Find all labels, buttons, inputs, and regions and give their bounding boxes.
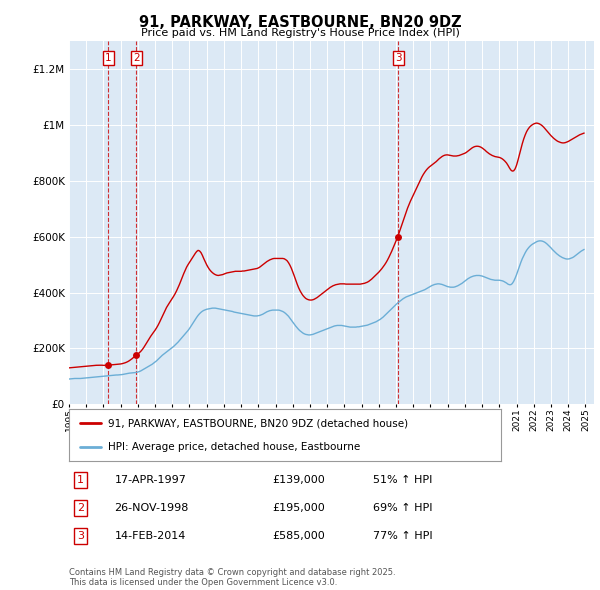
Text: £585,000: £585,000 xyxy=(272,531,325,541)
Text: 77% ↑ HPI: 77% ↑ HPI xyxy=(373,531,433,541)
Text: 91, PARKWAY, EASTBOURNE, BN20 9DZ (detached house): 91, PARKWAY, EASTBOURNE, BN20 9DZ (detac… xyxy=(108,418,408,428)
Text: HPI: Average price, detached house, Eastbourne: HPI: Average price, detached house, East… xyxy=(108,442,360,453)
Text: Price paid vs. HM Land Registry's House Price Index (HPI): Price paid vs. HM Land Registry's House … xyxy=(140,28,460,38)
Text: 14-FEB-2014: 14-FEB-2014 xyxy=(115,531,186,541)
Text: 51% ↑ HPI: 51% ↑ HPI xyxy=(373,475,433,485)
Text: 3: 3 xyxy=(395,53,401,63)
Text: 26-NOV-1998: 26-NOV-1998 xyxy=(115,503,189,513)
Text: 69% ↑ HPI: 69% ↑ HPI xyxy=(373,503,433,513)
Text: 17-APR-1997: 17-APR-1997 xyxy=(115,475,186,485)
Text: 3: 3 xyxy=(77,531,84,541)
Text: 2: 2 xyxy=(77,503,85,513)
Text: £195,000: £195,000 xyxy=(272,503,325,513)
Text: Contains HM Land Registry data © Crown copyright and database right 2025.
This d: Contains HM Land Registry data © Crown c… xyxy=(69,568,395,587)
Text: 1: 1 xyxy=(105,53,112,63)
Text: 91, PARKWAY, EASTBOURNE, BN20 9DZ: 91, PARKWAY, EASTBOURNE, BN20 9DZ xyxy=(139,15,461,30)
Text: 2: 2 xyxy=(133,53,139,63)
Text: £139,000: £139,000 xyxy=(272,475,325,485)
Text: 1: 1 xyxy=(77,475,84,485)
